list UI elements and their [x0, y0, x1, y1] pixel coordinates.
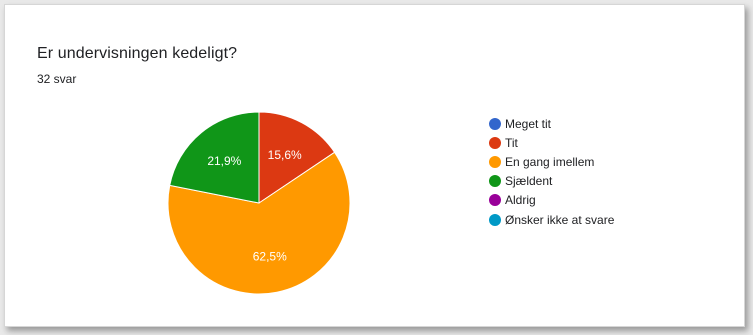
legend-item[interactable]: Tit — [489, 133, 614, 152]
legend-swatch — [489, 117, 501, 130]
question-title: Er undervisningen kedeligt? — [37, 45, 238, 62]
legend-item[interactable]: Ønsker ikke at svare — [489, 210, 614, 229]
pie-chart: 15,6% 62,5% 21,9% — [167, 111, 351, 295]
legend-label: Aldrig — [505, 193, 536, 208]
legend-item[interactable]: En gang imellem — [489, 152, 614, 171]
slice-label: 15,6% — [268, 148, 302, 162]
legend-swatch — [489, 194, 501, 207]
pie-slice[interactable] — [258, 111, 336, 204]
pie-slice[interactable] — [169, 111, 260, 204]
chart-legend: Meget tit Tit En gang imellem Sjældent A… — [489, 114, 614, 229]
legend-label: Meget tit — [505, 116, 552, 131]
legend-label: Sjældent — [505, 174, 553, 189]
legend-label: En gang imellem — [505, 154, 595, 169]
response-count: 32 svar — [37, 72, 77, 86]
legend-swatch — [489, 136, 501, 149]
legend-item[interactable]: Sjældent — [489, 172, 614, 191]
slice-label: 21,9% — [207, 154, 241, 168]
legend-item[interactable]: Aldrig — [489, 191, 614, 210]
legend-label: Tit — [505, 135, 518, 150]
chart-card: Er undervisningen kedeligt? 32 svar 15,6… — [4, 4, 745, 327]
slice-label: 62,5% — [253, 250, 287, 264]
legend-swatch — [489, 175, 501, 188]
pie-slice[interactable] — [167, 151, 351, 295]
legend-swatch — [489, 213, 501, 226]
legend-swatch — [489, 155, 501, 168]
legend-label: Ønsker ikke at svare — [505, 212, 615, 227]
legend-item[interactable]: Meget tit — [489, 114, 614, 133]
